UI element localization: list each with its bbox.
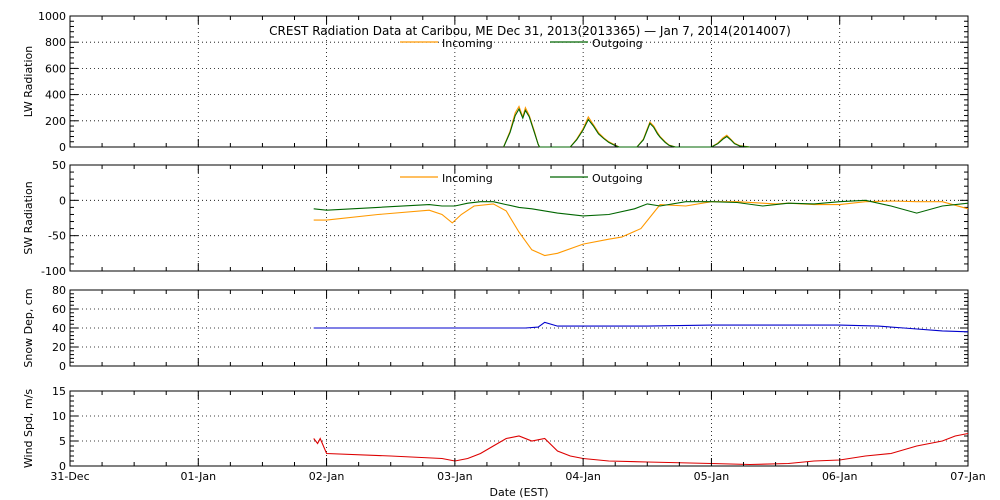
y-tick-label: 0 — [59, 194, 66, 207]
plot-frame — [69, 390, 969, 467]
y-tick-label: 10 — [52, 410, 66, 423]
y-tick-label: 80 — [52, 284, 66, 297]
legend-label-outgoing: Outgoing — [592, 172, 643, 185]
y-tick-label: 0 — [59, 360, 66, 373]
chart-title: CREST Radiation Data at Caribou, ME Dec … — [269, 24, 791, 38]
x-tick-label: 04-Jan — [565, 470, 601, 483]
panel-3: 0 20 40 60 80 Snow Dep, cm — [22, 284, 969, 373]
plot-frame — [69, 164, 969, 272]
x-tick-label: 05-Jan — [694, 470, 730, 483]
x-axis-title: Date (EST) — [489, 486, 548, 499]
y-tick-label: 1000 — [38, 10, 66, 23]
y-tick-label: 0 — [59, 141, 66, 154]
y-axis-title: LW Radiation — [22, 46, 35, 118]
y-tick-label: 40 — [52, 322, 66, 335]
legend-label-incoming: Incoming — [442, 172, 493, 185]
y-tick-label: 50 — [52, 159, 66, 172]
x-tick-label: 31-Dec — [50, 470, 89, 483]
y-axis-title: Wind Spd, m/s — [22, 389, 35, 469]
y-tick-label: 600 — [45, 62, 66, 75]
y-tick-label: 15 — [52, 385, 66, 398]
y-tick-label: 800 — [45, 36, 66, 49]
series-line-data — [313, 321, 969, 333]
y-tick-label: 20 — [52, 341, 66, 354]
series-line-incoming — [313, 200, 969, 257]
y-axis-title: SW Radiation — [22, 181, 35, 254]
x-tick-label: 07-Jan — [950, 470, 986, 483]
x-tick-label: 03-Jan — [437, 470, 473, 483]
series-line-outgoing — [503, 107, 750, 148]
series-line-outgoing — [313, 199, 969, 217]
y-tick-label: 200 — [45, 115, 66, 128]
series-line-data — [313, 432, 969, 466]
y-tick-label: -50 — [48, 230, 66, 243]
panel-4: 0 5 10 15 Wind Spd, m/s — [22, 385, 969, 473]
y-tick-label: 60 — [52, 303, 66, 316]
x-tick-label: 06-Jan — [822, 470, 858, 483]
y-axis-title: Snow Dep, cm — [22, 288, 35, 367]
panel-2: -100 -50 0 50 SW Radiation Incoming Outgoing — [22, 159, 969, 278]
series-line-incoming — [503, 105, 750, 148]
panel-1: 0 200 400 600 800 1000 LW Radiation Incoming Out… — [22, 10, 969, 154]
legend-label-incoming: Incoming — [442, 37, 493, 50]
y-tick-label: 0 — [59, 460, 66, 473]
x-tick-label: 01-Jan — [181, 470, 217, 483]
y-tick-label: 400 — [45, 89, 66, 102]
y-tick-label: -100 — [41, 265, 66, 278]
legend-label-outgoing: Outgoing — [592, 37, 643, 50]
x-tick-label: 02-Jan — [309, 470, 345, 483]
x-axis: 31-Dec 01-Jan 02-Jan 03-Jan 04-Jan 05-Jan 06-J… — [50, 470, 985, 483]
y-tick-label: 5 — [59, 435, 66, 448]
